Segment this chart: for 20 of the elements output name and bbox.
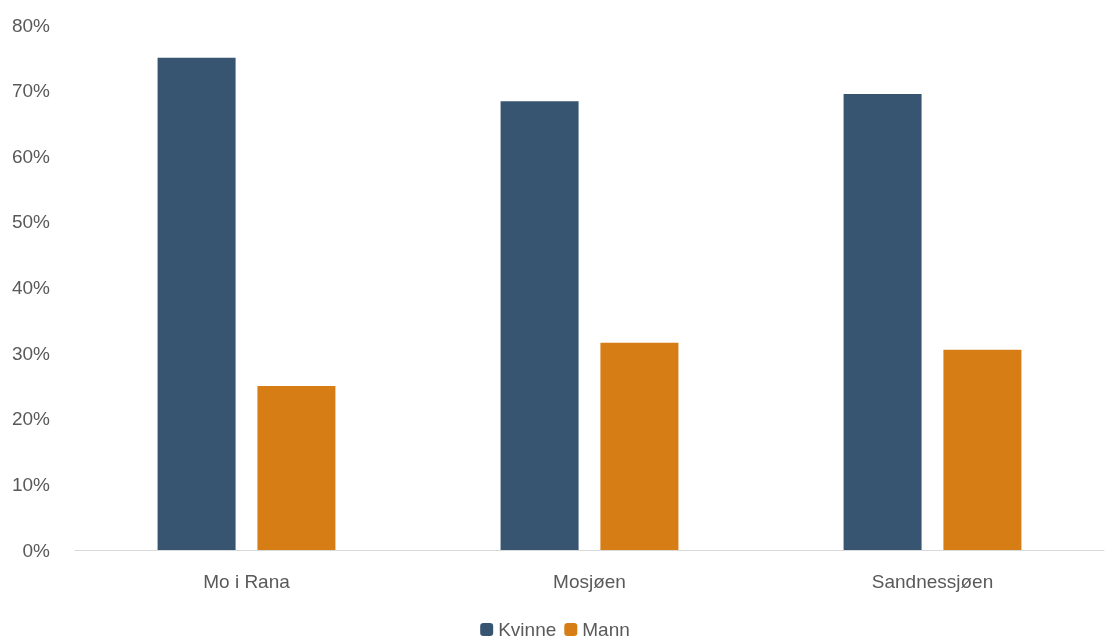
legend-label: Mann — [582, 619, 630, 640]
bar — [500, 101, 579, 550]
x-tick-label: Sandnessjøen — [871, 571, 994, 592]
y-tick-label: 40% — [11, 277, 51, 298]
bar — [157, 57, 236, 550]
y-tick-label: 60% — [11, 145, 51, 167]
bar — [257, 385, 336, 550]
bar — [943, 349, 1022, 550]
y-tick-label: 10% — [11, 473, 51, 495]
y-tick-label: 30% — [11, 342, 51, 364]
y-tick-label: 70% — [11, 80, 51, 102]
y-tick-label: 20% — [11, 408, 51, 430]
bar — [600, 342, 679, 550]
y-tick-label: 0% — [22, 539, 51, 561]
bar — [843, 93, 922, 550]
x-tick-label: Mosjøen — [553, 571, 626, 592]
y-tick-label: 80% — [11, 14, 51, 36]
x-tick-label: Mo i Rana — [203, 571, 291, 592]
legend-label: Kvinne — [498, 619, 557, 640]
y-tick-label: 50% — [11, 211, 51, 233]
